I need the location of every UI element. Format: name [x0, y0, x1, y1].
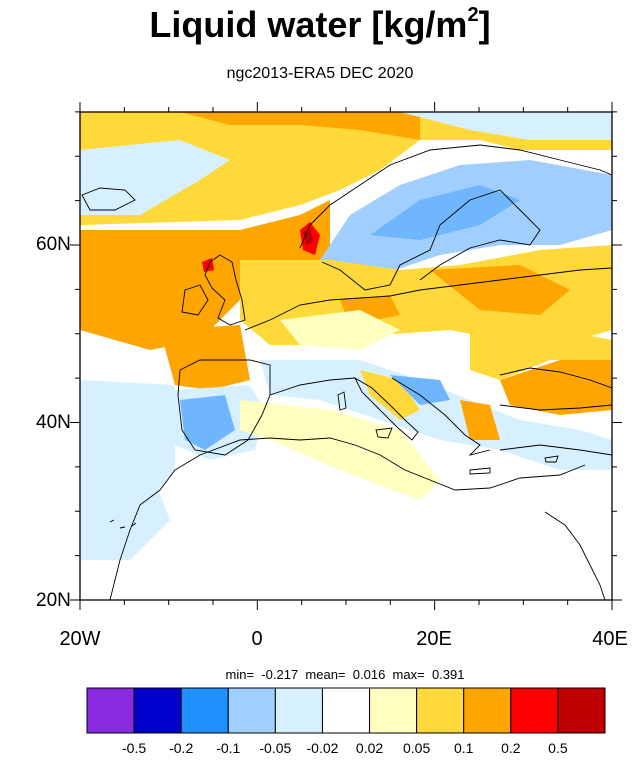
coast-france-med — [269, 377, 356, 396]
field-blue-iberia — [180, 395, 235, 450]
stat-max-label: max= — [392, 667, 425, 682]
coast-red-sea — [544, 511, 606, 600]
colorbar-tick-label: -0.1 — [216, 740, 241, 756]
field-yellow-italy — [360, 370, 420, 420]
coast-scandinavia — [299, 144, 612, 249]
field-lightblue-arctic — [80, 140, 230, 215]
coast-island-sicily — [375, 427, 393, 439]
field-orange-top — [180, 112, 420, 140]
stat-mean-value: 0.016 — [352, 667, 386, 682]
field-orange-balkans — [460, 400, 500, 440]
field-paleyellow-nafrica — [240, 400, 440, 500]
field-statistics: min= -0.217 mean= 0.016 max= 0.391 — [0, 667, 640, 682]
colorbar-tick-label: -0.05 — [259, 740, 292, 756]
coast-black-sea — [499, 367, 612, 411]
coast-italy — [353, 376, 419, 441]
stat-min-label: min= — [225, 667, 255, 682]
coast-island-crete — [469, 467, 491, 475]
map-subtitle: ngc2013-ERA5 DEC 2020 — [226, 65, 414, 82]
field-darkred-norway — [303, 228, 314, 245]
field-lightblue-med — [260, 360, 612, 470]
coast-island-cyprus — [544, 455, 559, 463]
lat-label-20n: 20N — [36, 590, 71, 611]
map-title: Liquid water [kg/m2] — [149, 4, 491, 45]
coast-balkans — [391, 377, 491, 456]
coast-europe — [244, 267, 612, 331]
colorbar-tick-label: -0.5 — [122, 740, 147, 756]
field-orange-iberia-offshore — [160, 325, 250, 390]
coastlines — [81, 144, 612, 600]
lon-label-20e: 20E — [416, 628, 452, 650]
field-orange-turkey — [500, 360, 612, 415]
coast-sweden-baltic — [321, 189, 541, 291]
field-lightblue-atlantic-south — [80, 380, 175, 500]
field-yellow-eastern — [470, 330, 612, 380]
colorbar-tick-label: 0.05 — [403, 740, 431, 756]
colorbar-tick-label: -0.02 — [306, 740, 339, 756]
lat-label-60n: 60N — [36, 234, 71, 255]
field-lightblue-arctic2 — [400, 112, 612, 140]
stat-mean-label: mean= — [305, 667, 346, 682]
coast-west-africa — [109, 469, 176, 600]
colorbar-tick-label: 0.02 — [355, 740, 384, 756]
coast-iberia — [177, 359, 271, 456]
field-blue-scandinavia-deep — [370, 185, 520, 240]
lon-label-20w: 20W — [59, 628, 101, 650]
coast-britain — [204, 254, 246, 326]
field-orange-east-europe — [430, 265, 570, 315]
coast-canaries — [109, 519, 137, 529]
axis-ticks — [70, 102, 622, 610]
coast-turkey-south — [499, 444, 612, 456]
coast-island-iceland — [81, 187, 136, 211]
stat-min-value: -0.217 — [261, 667, 299, 682]
liquid-water-field — [80, 112, 612, 600]
coast-island-sardinia — [337, 391, 347, 411]
colorbar-tick-label: 0.2 — [501, 740, 521, 756]
lon-label-40e: 40E — [592, 628, 628, 650]
lon-label-0: 0 — [251, 628, 263, 650]
colorbar-tick-label: 0.5 — [548, 740, 568, 756]
coast-north-africa — [174, 437, 586, 491]
stat-max-value: 0.391 — [431, 667, 465, 682]
colorbar-tick-label: -0.2 — [169, 740, 194, 756]
lat-label-40n: 40N — [36, 412, 71, 433]
field-paleyellow-alps — [280, 310, 400, 350]
field-blue-balkans — [390, 375, 450, 405]
field-yellow-top — [80, 112, 612, 225]
field-lightblue-west-africa — [80, 470, 170, 560]
colorbar-tick-label: 0.1 — [453, 740, 474, 756]
coast-ireland — [181, 284, 209, 316]
